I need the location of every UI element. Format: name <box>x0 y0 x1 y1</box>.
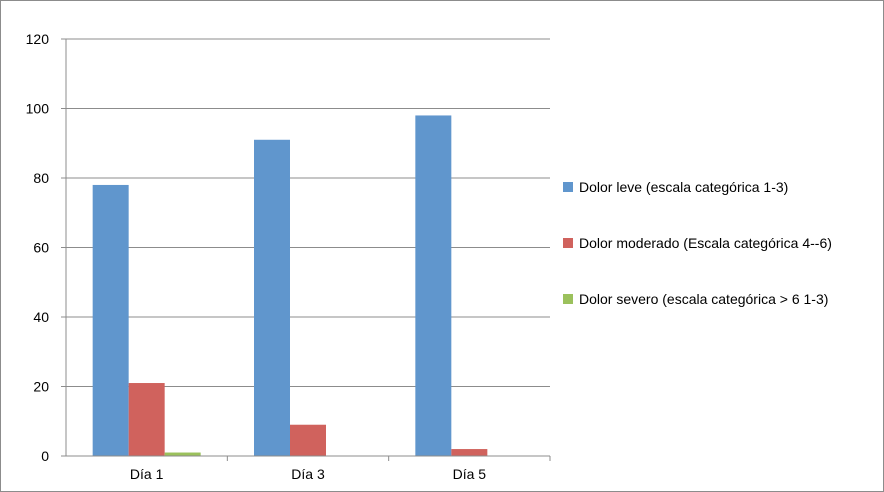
bar-leve-día-5 <box>415 115 452 456</box>
bar-moderado-día-1 <box>128 383 165 456</box>
legend-swatch-leve <box>563 182 573 192</box>
legend-swatch-severo <box>563 294 573 304</box>
legend-item-severo: Dolor severo (escala categórica > 6 1-3) <box>563 289 832 309</box>
legend-label-severo: Dolor severo (escala categórica > 6 1-3) <box>579 291 829 307</box>
y-tick-label-100: 100 <box>26 101 50 117</box>
legend-swatch-moderado <box>563 238 573 248</box>
bar-severo-día-1 <box>164 452 201 456</box>
bar-leve-día-1 <box>92 184 129 456</box>
y-tick-label-60: 60 <box>33 240 49 256</box>
legend: Dolor leve (escala categórica 1-3) Dolor… <box>563 177 832 345</box>
bars <box>92 115 488 456</box>
x-tick-label-día-1: Día 1 <box>130 466 164 482</box>
tick-labels: 0 20 40 60 80 100 120 Día 1 Día 3 Día 5 <box>26 31 487 482</box>
legend-label-leve: Dolor leve (escala categórica 1-3) <box>579 179 789 195</box>
x-tick-label-día-5: Día 5 <box>453 466 487 482</box>
legend-item-moderado: Dolor moderado (Escala categórica 4--6) <box>563 233 832 253</box>
y-tick-label-20: 20 <box>33 379 49 395</box>
axes <box>61 38 551 461</box>
legend-item-leve: Dolor leve (escala categórica 1-3) <box>563 177 832 197</box>
x-tick-label-día-3: Día 3 <box>291 466 325 482</box>
legend-label-moderado: Dolor moderado (Escala categórica 4--6) <box>579 235 832 251</box>
y-tick-label-80: 80 <box>33 170 49 186</box>
bar-moderado-día-5 <box>451 449 488 456</box>
bar-moderado-día-3 <box>290 424 326 456</box>
y-tick-label-40: 40 <box>33 309 49 325</box>
y-tick-label-120: 120 <box>26 31 50 47</box>
gridlines <box>66 38 550 387</box>
y-tick-label-0: 0 <box>41 448 49 464</box>
bar-leve-día-3 <box>254 139 290 456</box>
